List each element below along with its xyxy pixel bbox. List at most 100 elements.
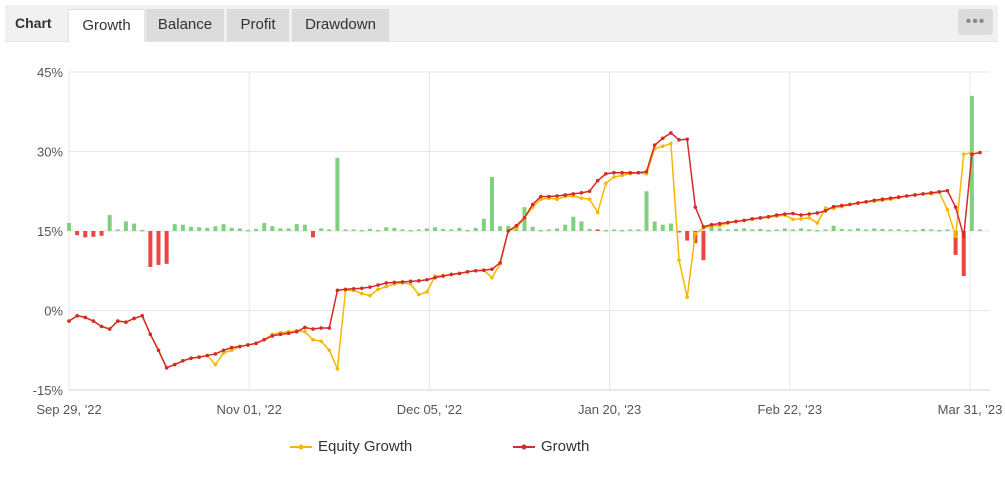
growth-bar <box>83 231 88 238</box>
growth-point <box>124 320 128 324</box>
growth-point <box>978 150 982 155</box>
equity-growth-point <box>514 226 519 231</box>
tab-balance[interactable]: Balance <box>146 9 224 41</box>
x-tick-label: Jan 20, '23 <box>578 402 641 417</box>
equity-growth-point <box>425 290 429 294</box>
equity-growth-point <box>953 234 958 239</box>
growth-point <box>807 212 811 216</box>
growth-bar <box>603 229 608 232</box>
equity-growth-point <box>604 181 608 186</box>
growth-point <box>555 194 559 198</box>
growth-bar <box>750 229 755 231</box>
growth-bar <box>571 216 576 231</box>
growth-point <box>433 275 437 280</box>
growth-point <box>343 287 348 292</box>
legend-equity-label: Equity Growth <box>318 438 413 455</box>
x-tick-label: Nov 01, '22 <box>217 402 282 417</box>
growth-bar <box>823 229 828 231</box>
equity-growth-point <box>360 291 364 296</box>
growth-bar <box>579 221 584 231</box>
growth-bar <box>245 229 250 232</box>
growth-point <box>148 332 153 337</box>
growth-bar <box>766 229 771 232</box>
equity-growth-point <box>490 275 494 280</box>
growth-bar <box>701 231 706 261</box>
growth-point <box>709 222 714 227</box>
growth-point <box>864 200 868 204</box>
growth-bar <box>978 229 982 231</box>
growth-point <box>473 268 478 273</box>
growth-bar <box>530 226 535 231</box>
equity-growth-point <box>376 287 380 292</box>
growth-point <box>660 136 665 141</box>
equity-growth-point <box>823 206 828 211</box>
growth-point <box>929 191 933 195</box>
growth-bar <box>668 223 673 231</box>
equity-growth-point <box>229 348 234 353</box>
growth-point <box>742 218 746 223</box>
ellipsis-icon[interactable]: ••• <box>958 9 993 35</box>
growth-point <box>181 359 185 363</box>
growth-point <box>774 213 779 217</box>
equity-growth-point <box>612 175 616 179</box>
growth-bar <box>563 224 568 231</box>
growth-point <box>604 171 608 176</box>
growth-point <box>970 152 974 156</box>
growth-bar <box>376 229 381 232</box>
growth-point <box>189 356 193 361</box>
growth-point <box>67 319 71 323</box>
growth-bar <box>652 221 657 231</box>
growth-point <box>872 198 877 203</box>
growth-bar <box>254 228 259 231</box>
growth-bar <box>319 228 324 231</box>
growth-point <box>579 191 584 195</box>
growth-bar <box>644 191 649 231</box>
growth-point <box>254 341 258 346</box>
growth-bar <box>384 227 389 231</box>
growth-point <box>116 319 120 323</box>
growth-point <box>782 212 787 216</box>
growth-bar <box>351 229 356 231</box>
growth-bar <box>742 228 747 231</box>
equity-growth-point <box>587 197 592 201</box>
growth-point <box>652 143 657 147</box>
y-tick-label: 45% <box>37 65 63 80</box>
growth-bar <box>278 228 283 231</box>
tab-profit[interactable]: Profit <box>227 9 289 41</box>
growth-bar <box>546 229 551 231</box>
growth-bar <box>961 231 966 277</box>
growth-point <box>644 169 649 174</box>
growth-bar <box>758 228 763 231</box>
growth-bar <box>929 229 934 231</box>
y-tick-label: 15% <box>37 224 63 239</box>
growth-bar <box>311 231 316 238</box>
growth-bar <box>587 228 592 231</box>
equity-growth-point <box>595 210 600 215</box>
chart-legend: Equity Growth Growth <box>0 436 1005 458</box>
tab-drawdown[interactable]: Drawdown <box>292 9 389 41</box>
growth-point <box>132 316 136 321</box>
growth-bar <box>782 228 787 231</box>
tab-growth[interactable]: Growth <box>68 9 145 42</box>
growth-point <box>750 217 755 221</box>
equity-growth-point <box>579 196 584 200</box>
growth-bar <box>327 229 332 231</box>
growth-point <box>351 286 356 291</box>
growth-point <box>221 348 226 353</box>
equity-growth-point <box>961 152 966 156</box>
growth-point <box>107 327 112 331</box>
equity-growth-point <box>416 292 421 297</box>
equity-growth-point <box>319 339 323 344</box>
growth-bar <box>807 229 812 231</box>
growth-bar <box>449 229 454 231</box>
growth-line-icon <box>513 444 535 450</box>
growth-point <box>311 327 315 331</box>
growth-point <box>831 204 836 209</box>
growth-bar <box>148 231 153 268</box>
equity-growth-point <box>660 144 665 148</box>
equity-growth-point <box>815 221 820 225</box>
growth-bar <box>400 229 405 231</box>
growth-bar <box>189 226 194 231</box>
growth-point <box>921 192 925 196</box>
growth-bar <box>416 229 421 231</box>
